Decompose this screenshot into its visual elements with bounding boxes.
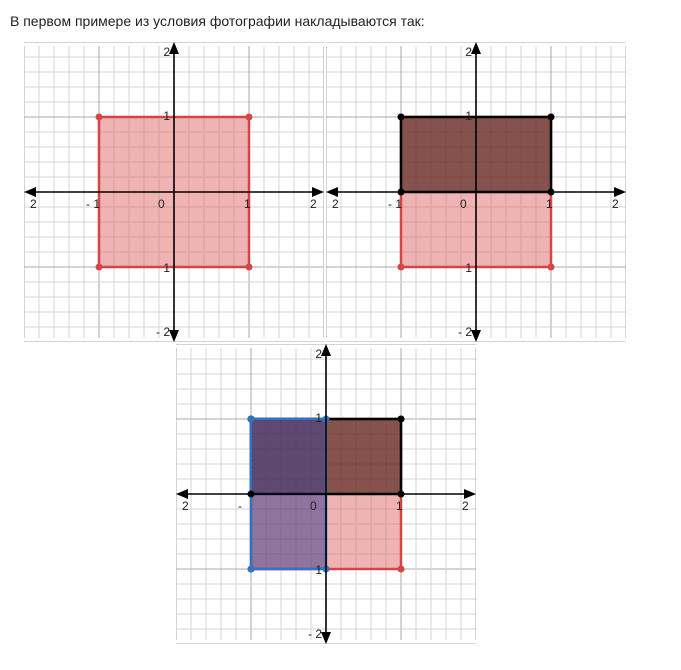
y-axis-arrow-up <box>169 42 179 54</box>
tick-label-x-pos1: 1 <box>546 197 553 211</box>
tick-label-y-pos1: 1 <box>315 411 322 425</box>
axes <box>176 344 476 644</box>
coordinate-plot-2: 2 - 1 0 1 2 2 1 1 - 2 <box>326 42 626 342</box>
tick-label-x-pos1: 1 <box>396 499 403 513</box>
caption-text: В первом примере из условия фотографии н… <box>10 13 425 29</box>
red-square-vertex <box>95 113 103 121</box>
y-axis-arrow-down <box>321 632 331 644</box>
tick-label-x-neg2: 2 <box>182 499 189 513</box>
tick-label-x-neg1: - <box>238 499 242 513</box>
x-axis-arrow-left <box>326 187 338 197</box>
blue-rectangle-vertex <box>247 565 255 573</box>
tick-label-x-pos1: 1 <box>244 197 251 211</box>
coordinate-plot-3: 2 - 0 1 2 2 1 1 - 2 <box>176 344 476 644</box>
coordinate-plot-1: 2 - 1 0 1 2 2 1 1 - 2 <box>24 42 324 342</box>
x-axis-arrow-right <box>464 489 476 499</box>
x-axis-arrow-left <box>176 489 188 499</box>
tick-label-y-pos1: 1 <box>163 109 170 123</box>
tick-label-y-pos2: 2 <box>315 347 322 361</box>
tick-label-y-neg1: 1 <box>163 261 170 275</box>
coordinate-plot-2-svg: 2 - 1 0 1 2 2 1 1 - 2 <box>326 42 626 342</box>
tick-label-y-neg1: 1 <box>465 261 472 275</box>
tick-label-y-pos2: 2 <box>163 45 170 59</box>
tick-label-origin: 0 <box>460 197 467 211</box>
blue-rectangle-vertex <box>247 415 255 423</box>
x-axis-arrow-right <box>312 187 324 197</box>
tick-label-y-pos2: 2 <box>465 45 472 59</box>
tick-label-x-pos2: 2 <box>462 499 469 513</box>
tick-label-x-neg2: 2 <box>332 197 339 211</box>
x-axis-arrow-right <box>614 187 626 197</box>
red-square-vertex <box>245 263 253 271</box>
tick-label-x-neg2: 2 <box>30 197 37 211</box>
red-square-vertex <box>95 263 103 271</box>
tick-label-y-neg2: - 2 <box>458 325 472 339</box>
y-axis-arrow-up <box>471 42 481 54</box>
dark-rectangle-vertex <box>397 113 405 121</box>
y-axis-arrow-up <box>321 344 331 356</box>
tick-label-x-neg1: - 1 <box>388 197 402 211</box>
tick-label-y-neg2: - 2 <box>308 627 322 641</box>
tick-label-origin: 0 <box>310 499 317 513</box>
tick-label-x-neg1: - 1 <box>86 197 100 211</box>
tick-label-y-neg2: - 2 <box>156 325 170 339</box>
tick-label-x-pos2: 2 <box>310 197 317 211</box>
tick-label-y-pos1: 1 <box>465 109 472 123</box>
red-square-vertex <box>397 565 405 573</box>
red-square-vertex <box>397 263 405 271</box>
coordinate-plot-1-svg: 2 - 1 0 1 2 2 1 1 - 2 <box>24 42 324 342</box>
x-axis-arrow-left <box>24 187 36 197</box>
tick-label-origin: 0 <box>158 197 165 211</box>
y-axis-arrow-down <box>471 330 481 342</box>
dark-rectangle-vertex <box>547 113 555 121</box>
red-square-vertex <box>547 263 555 271</box>
axes <box>24 42 324 342</box>
tick-label-y-neg1: 1 <box>315 563 322 577</box>
coordinate-plot-3-svg: 2 - 0 1 2 2 1 1 - 2 <box>176 344 476 644</box>
y-axis-arrow-down <box>169 330 179 342</box>
tick-label-x-pos2: 2 <box>612 197 619 211</box>
axes <box>326 42 626 342</box>
dark-rectangle-vertex <box>397 415 405 423</box>
red-square-vertex <box>245 113 253 121</box>
